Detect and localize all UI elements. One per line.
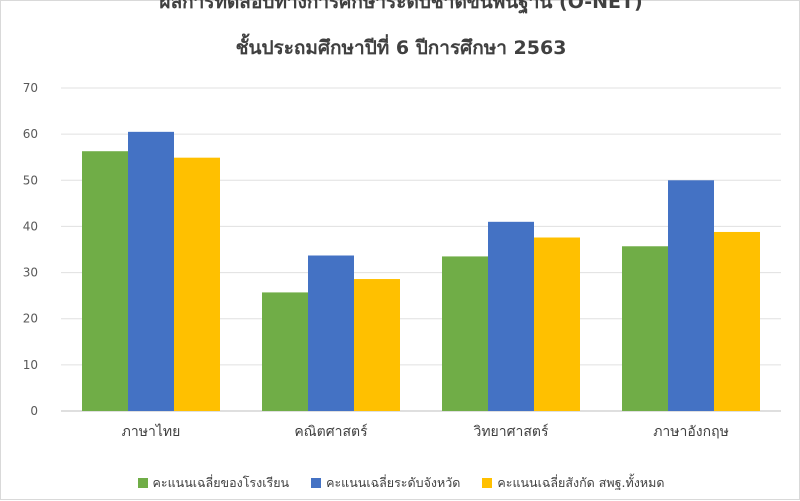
x-tick-label: คณิตศาสตร์ [294, 423, 368, 440]
bar-school [262, 292, 308, 411]
legend-swatch-province [311, 478, 322, 488]
legend-item-province: คะแนนเฉลี่ยระดับจังหวัด [311, 473, 460, 493]
chart-title-line1: ผลการทดสอบทางการศึกษาระดับชาติขั้นพื้นฐา… [159, 0, 643, 13]
bar-province [668, 180, 714, 411]
bar-province [488, 221, 534, 411]
y-tick-label: 40 [23, 219, 38, 233]
bar-obec [714, 231, 760, 411]
bar-province [128, 131, 174, 412]
y-tick-label: 70 [23, 81, 38, 95]
bar-school [622, 246, 668, 411]
y-tick-label: 30 [23, 266, 38, 280]
y-tick-label: 60 [23, 127, 38, 141]
x-tick-label: วิทยาศาสตร์ [473, 423, 549, 440]
legend-label-school: คะแนนเฉลี่ยของโรงเรียน [152, 475, 290, 490]
legend-label-obec: คะแนนเฉลี่ยสังกัด สพฐ.ทั้งหมด [497, 475, 665, 490]
bar-obec [354, 279, 400, 411]
x-tick-label: ภาษาไทย [122, 423, 181, 440]
bar-school [82, 151, 128, 412]
y-tick-label: 50 [23, 173, 38, 187]
legend-item-school: คะแนนเฉลี่ยของโรงเรียน [137, 473, 290, 493]
chart-title-line2: ชั้นประถมศึกษาปีที่ 6 ปีการศึกษา 2563 [235, 37, 567, 59]
y-tick-label: 0 [30, 404, 38, 418]
x-tick-label: ภาษาอังกฤษ [653, 424, 729, 440]
bar-province [308, 255, 354, 411]
legend-label-province: คะแนนเฉลี่ยระดับจังหวัด [326, 475, 461, 490]
legend-swatch-obec [482, 478, 493, 488]
legend: คะแนนเฉลี่ยของโรงเรียน คะแนนเฉลี่ยระดับจ… [1, 473, 800, 493]
y-tick-label: 20 [23, 312, 38, 326]
y-tick-label: 10 [23, 358, 38, 372]
bar-school [442, 256, 488, 411]
bar-obec [534, 237, 580, 411]
bar-obec [174, 157, 220, 411]
legend-item-obec: คะแนนเฉลี่ยสังกัด สพฐ.ทั้งหมด [482, 473, 664, 493]
legend-swatch-school [137, 478, 148, 488]
